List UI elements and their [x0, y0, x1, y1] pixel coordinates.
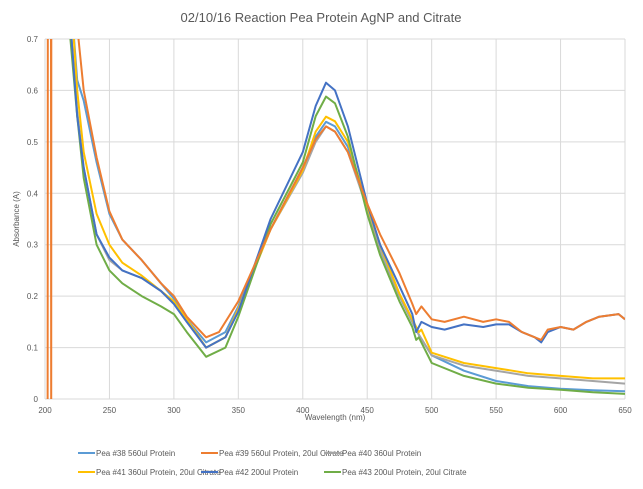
series-lines [46, 39, 625, 399]
legend-item[interactable]: Pea #43 200ul Protein, 20ul Citrate [324, 468, 467, 477]
gridlines [44, 38, 626, 400]
y-tick-label: 0.7 [27, 35, 39, 44]
legend-item[interactable]: Pea #41 360ul Protein, 20ul Citrate [78, 468, 221, 477]
series-line-4 [72, 39, 625, 380]
y-axis-label: Absorbance (A) [12, 191, 21, 247]
legend-label: Pea #43 200ul Protein, 20ul Citrate [342, 468, 467, 477]
legend-item[interactable]: Pea #39 560ul Protein, 20ul Citrate [201, 449, 344, 458]
y-tick-label: 0.2 [27, 292, 39, 301]
x-tick-label: 200 [38, 406, 52, 415]
x-tick-label: 350 [232, 406, 246, 415]
x-tick-label: 450 [361, 406, 375, 415]
legend-item[interactable]: Pea #40 360ul Protein [324, 449, 421, 458]
legend-label: Pea #39 560ul Protein, 20ul Citrate [219, 449, 344, 458]
x-tick-label: 500 [425, 406, 439, 415]
series-line-6 [69, 39, 625, 395]
y-tick-label: 0.1 [27, 344, 39, 353]
series-line-5 [70, 39, 625, 349]
y-tick-label: 0 [34, 395, 39, 404]
x-axis-label: Wavelength (nm) [305, 413, 366, 422]
x-tick-label: 300 [167, 406, 181, 415]
series-line-3 [70, 39, 625, 385]
y-tick-label: 0.4 [27, 189, 39, 198]
legend: Pea #38 560ul Protein Pea #39 560ul Prote… [78, 449, 467, 477]
legend-item[interactable]: Pea #38 560ul Protein [78, 449, 175, 458]
y-tick-label: 0.3 [27, 241, 39, 250]
y-tick-label: 0.6 [27, 86, 39, 95]
y-tick-label: 0.5 [27, 138, 39, 147]
x-axis-ticks: 200 250 300 350 400 450 500 550 600 650 [38, 406, 632, 415]
legend-item[interactable]: Pea #42 200ul Protein [201, 468, 298, 477]
series-line-1 [73, 39, 625, 393]
x-tick-label: 250 [103, 406, 117, 415]
x-tick-label: 400 [296, 406, 310, 415]
legend-label: Pea #42 200ul Protein [219, 468, 298, 477]
series-line-2 [46, 39, 625, 399]
x-tick-label: 600 [554, 406, 568, 415]
y-axis-ticks: 0 0.1 0.2 0.3 0.4 0.5 0.6 0.7 [27, 35, 39, 404]
chart-title: 02/10/16 Reaction Pea Protein AgNP and C… [181, 10, 462, 25]
legend-label: Pea #41 360ul Protein, 20ul Citrate [96, 468, 221, 477]
legend-label: Pea #38 560ul Protein [96, 449, 175, 458]
x-tick-label: 550 [489, 406, 503, 415]
legend-label: Pea #40 360ul Protein [342, 449, 421, 458]
x-tick-label: 650 [618, 406, 632, 415]
